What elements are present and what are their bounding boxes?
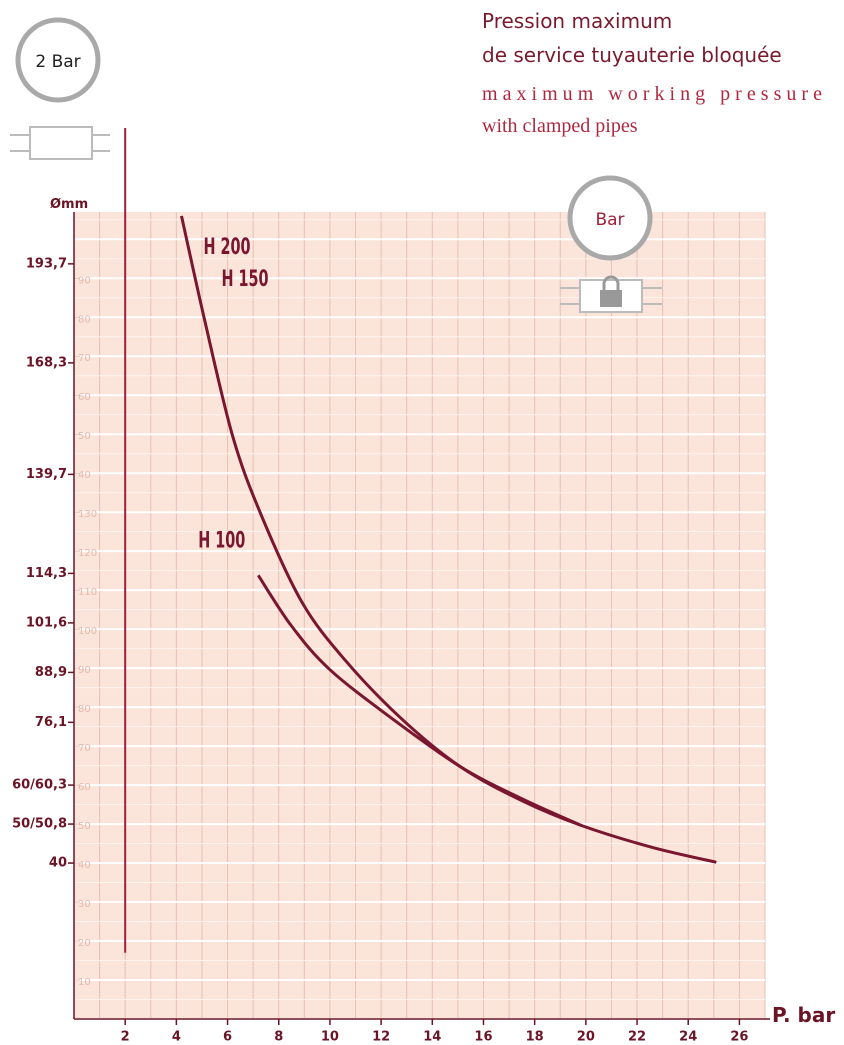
subtitle-line: with clamped pipes: [482, 115, 638, 137]
badge-circle: [15, 17, 101, 103]
inner-tick-label: 130: [78, 509, 97, 520]
y-tick-label: 101,6: [26, 615, 67, 630]
inner-tick-label: 100: [78, 626, 97, 637]
x-axis-label: P. bar: [772, 1003, 835, 1027]
y-tick-label: 76,1: [35, 715, 67, 730]
y-tick-label: 168,3: [26, 355, 67, 370]
x-tick-label: 4: [172, 1030, 181, 1045]
badge-label: 2 Bar: [35, 52, 80, 72]
badge-label: Bar: [595, 210, 624, 230]
inner-tick-label: 20: [78, 938, 91, 949]
pipe-icon: [10, 126, 110, 160]
title-line: Pression maximum: [482, 9, 672, 33]
x-tick-label: 12: [372, 1030, 390, 1045]
x-tick-label: 2: [121, 1030, 130, 1045]
plot-background: [74, 212, 765, 1019]
inner-tick-label: 70: [78, 353, 91, 364]
series-label: H 150: [221, 265, 268, 291]
inner-tick-label: 40: [78, 860, 91, 871]
pipe-lock-icon: [560, 275, 662, 313]
x-tick-label: 26: [730, 1030, 748, 1045]
y-tick-label: 40: [49, 856, 67, 871]
series-label: H 200: [203, 233, 250, 259]
series-label: H 100: [198, 527, 245, 553]
series-line: [257, 574, 582, 827]
y-tick-label: 88,9: [35, 665, 67, 680]
x-tick-label: 14: [423, 1030, 441, 1045]
y-tick-label: 50/50,8: [12, 817, 67, 832]
inner-tick-label: 10: [78, 977, 91, 988]
plot-area: 10 20 30 40 50 60 70 80 90 100 110 120 130 40 50 60 70 80…: [73, 212, 766, 1020]
x-tick-label: 20: [577, 1030, 595, 1045]
inner-tick-label: 70: [78, 743, 91, 754]
inner-tick-label: 80: [78, 314, 91, 325]
x-tick-label: 6: [223, 1030, 232, 1045]
x-tick-label: 16: [474, 1030, 492, 1045]
inner-tick-label: 80: [78, 704, 91, 715]
inner-tick-label: 50: [78, 821, 91, 832]
y-axis-label: Ømm: [50, 197, 88, 212]
y-tick-label: 60/60,3: [12, 778, 67, 793]
badge-circle: [567, 175, 653, 261]
title-line: de service tuyauterie bloquée: [482, 43, 782, 67]
inner-tick-label: 90: [78, 665, 91, 676]
inner-tick-label: 110: [78, 587, 97, 598]
inner-tick-label: 60: [78, 782, 91, 793]
y-tick-label: 139,7: [26, 467, 67, 482]
series-line: [180, 215, 717, 864]
inner-tick-label: 40: [78, 470, 91, 481]
y-tick-label: 193,7: [26, 256, 67, 271]
inner-tick-label: 30: [78, 899, 91, 910]
x-tick-label: 18: [526, 1030, 544, 1045]
inner-tick-label: 90: [78, 275, 91, 286]
inner-tick-label: 50: [78, 431, 91, 442]
x-tick-label: 24: [679, 1030, 697, 1045]
x-tick-label: 10: [321, 1030, 339, 1045]
x-tick-label: 22: [628, 1030, 646, 1045]
x-tick-label: 8: [274, 1030, 283, 1045]
inner-tick-label: 120: [78, 548, 97, 559]
inner-tick-label: 60: [78, 392, 91, 403]
y-tick-label: 114,3: [26, 566, 67, 581]
